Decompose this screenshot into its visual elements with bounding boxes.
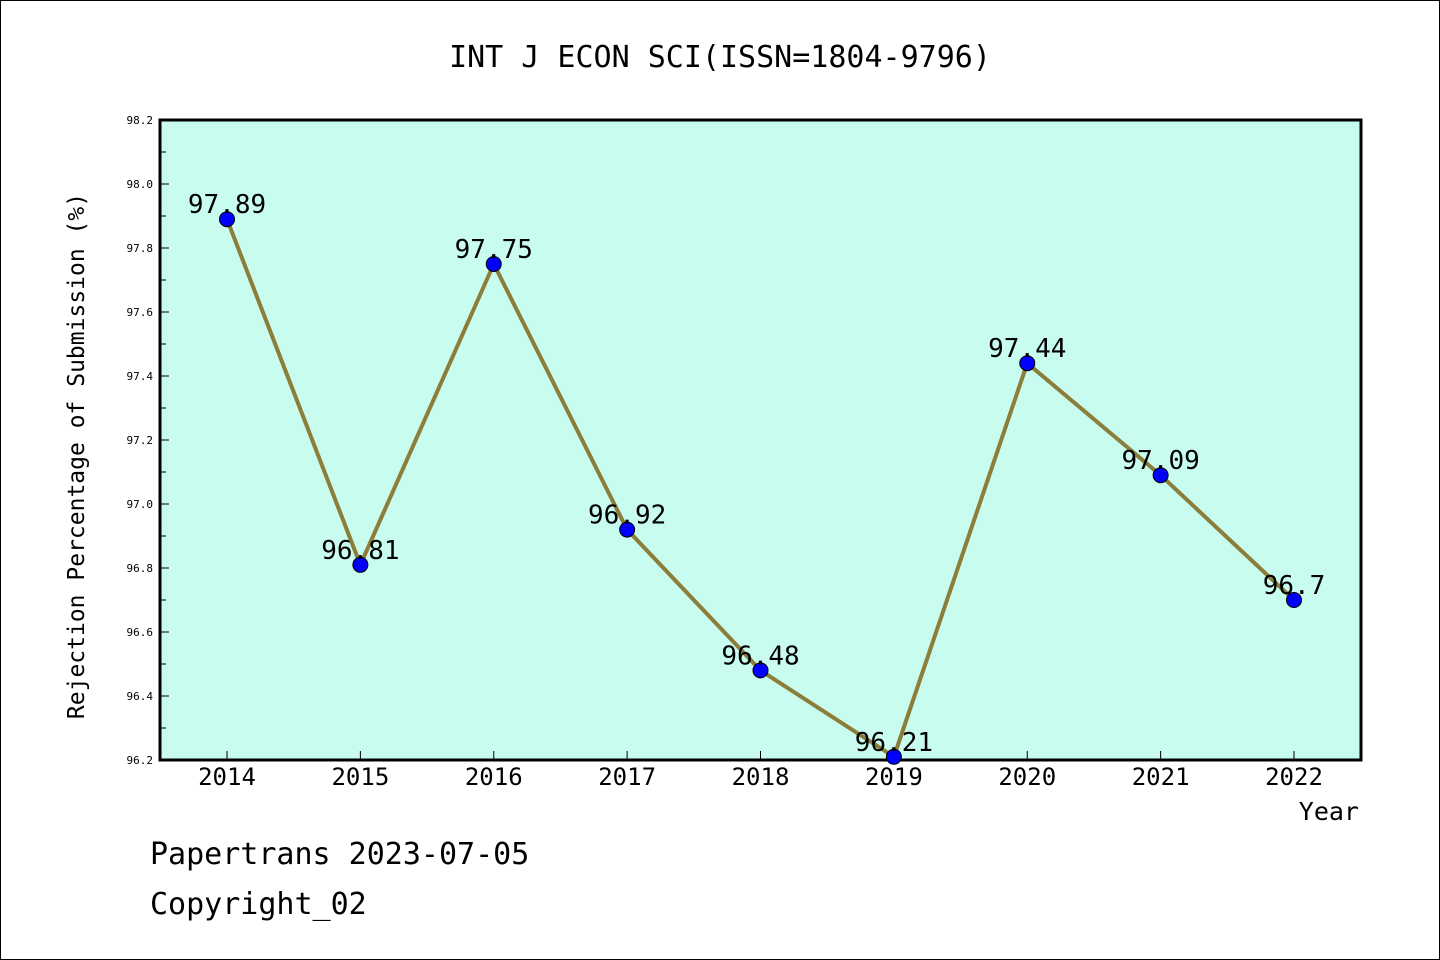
- y-tick-label: 97.8: [127, 242, 154, 255]
- y-tick-label: 97.4: [127, 370, 154, 383]
- data-point: [619, 521, 636, 538]
- footer-copyright: Copyright_02: [150, 887, 367, 922]
- data-label: 97.75: [455, 235, 533, 265]
- y-tick-label: 96.2: [127, 754, 154, 767]
- x-tick-label: 2021: [1132, 763, 1190, 791]
- data-point: [1152, 467, 1169, 484]
- data-point: [485, 256, 502, 272]
- y-tick-label: 96.4: [127, 690, 154, 703]
- y-tick-label: 97.2: [127, 434, 154, 447]
- x-axis: 2014 2015 2016 2017 2018 2019 2020 2021 2022: [198, 751, 1323, 791]
- y-tick-label: 97.0: [127, 498, 154, 511]
- series-line: [219, 211, 1302, 765]
- data-point: [219, 211, 235, 228]
- plot-area: [158, 118, 1363, 762]
- x-tick-label: 2017: [598, 763, 656, 791]
- y-tick-label: 96.6: [127, 626, 154, 639]
- x-axis-label: Year: [1299, 797, 1359, 826]
- y-tick-label: 98.2: [127, 114, 154, 127]
- data-label: 96.7: [1263, 571, 1326, 601]
- data-point: [885, 748, 902, 765]
- y-axis: 96.2 96.4 96.6 96.8 97.0 97.2 97.4 97.6 97.8 98.0…: [127, 114, 169, 767]
- y-tick-label: 98.0: [127, 178, 154, 191]
- y-tick-label: 97.6: [127, 306, 154, 319]
- x-tick-label: 2016: [465, 763, 523, 791]
- y-axis-label: Rejection Percentage of Submission (%): [64, 193, 90, 719]
- data-label: 97.09: [1121, 446, 1199, 476]
- footer-date: Papertrans 2023-07-05: [150, 837, 529, 872]
- data-label: 97.44: [988, 334, 1066, 364]
- x-tick-label: 2020: [998, 763, 1056, 791]
- data-point: [752, 662, 769, 679]
- data-label: 96.48: [721, 641, 799, 671]
- data-label: 96.92: [588, 501, 666, 531]
- data-label: 96.21: [855, 728, 933, 758]
- data-point: [352, 556, 369, 573]
- data-point: [1019, 355, 1036, 372]
- data-label: 97.89: [188, 190, 266, 220]
- x-tick-label: 2014: [198, 763, 256, 791]
- x-tick-label: 2015: [331, 763, 389, 791]
- y-tick-label: 96.8: [127, 562, 154, 575]
- data-label: 96.81: [321, 536, 399, 566]
- data-point: [1286, 592, 1302, 608]
- x-tick-label: 2019: [865, 763, 923, 791]
- x-tick-label: 2018: [732, 763, 790, 791]
- chart-title: INT J ECON SCI(ISSN=1804-9796): [449, 40, 991, 75]
- x-tick-label: 2022: [1265, 763, 1323, 791]
- data-labels: 97.89 96.81 97.75 96.92 96.48 96.21 97.44 97.09…: [188, 190, 1325, 758]
